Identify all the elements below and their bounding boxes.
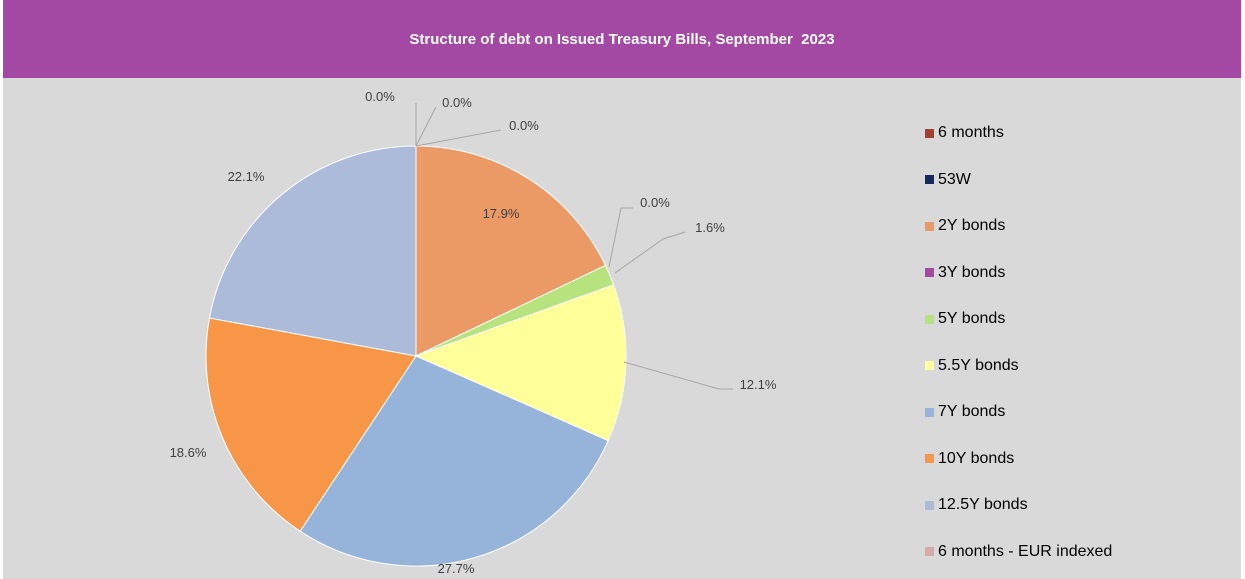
legend-swatch <box>925 547 934 557</box>
legend-item-3y-bonds: 3Y bonds <box>925 250 1225 297</box>
legend-label: 53W <box>938 170 971 188</box>
legend-swatch <box>925 314 934 324</box>
legend-item-7y-bonds: 7Y bonds <box>925 389 1225 436</box>
legend-item-10y-bonds: 10Y bonds <box>925 436 1225 483</box>
slice-7y-bonds <box>299 355 609 567</box>
legend-swatch <box>925 407 934 417</box>
legend-item-5-5y-bonds: 5.5Y bonds <box>925 343 1225 390</box>
slice-2y-bonds <box>415 145 607 357</box>
legend-label: 5Y bonds <box>938 310 1006 328</box>
legend-item-53w: 53W <box>925 157 1225 204</box>
legend-swatch <box>925 268 934 278</box>
data-label-6-months-eur-indexed: 0.0% <box>365 89 395 104</box>
pie-chart: 0.0% 0.0% 17.9% 0.0% 1.6% 12.1% 27.7% 18.6% 22.1… <box>170 89 777 576</box>
data-label-3y-bonds: 0.0% <box>640 195 670 210</box>
data-label-5y-bonds: 1.6% <box>695 220 725 235</box>
data-label-7y-bonds: 27.7% <box>438 561 475 576</box>
legend-label: 5.5Y bonds <box>938 356 1019 374</box>
leader-line-6-months <box>415 106 437 147</box>
legend-item-6-months: 6 months <box>925 110 1225 157</box>
slice-12-5y-bonds <box>208 145 417 357</box>
legend-label: 10Y bonds <box>938 449 1015 467</box>
legend-label: 3Y bonds <box>938 263 1006 281</box>
legend-item-5y-bonds: 5Y bonds <box>925 296 1225 343</box>
legend-label: 6 months <box>938 124 1004 142</box>
legend-item-12-5y-bonds: 12.5Y bonds <box>925 482 1225 529</box>
legend-swatch <box>925 361 934 371</box>
legend-label: 6 months - EUR indexed <box>938 542 1113 560</box>
data-label-2y-bonds: 17.9% <box>483 206 520 221</box>
data-label-5-5y-bonds: 12.1% <box>740 377 777 392</box>
chart-title-bar: Structure of debt on Issued Treasury Bil… <box>3 0 1241 78</box>
data-label-10y-bonds: 18.6% <box>170 445 207 460</box>
leader-line-3y-bonds <box>608 207 633 268</box>
legend-swatch <box>925 175 934 185</box>
legend-label: 7Y bonds <box>938 403 1006 421</box>
legend: 6 months 53W 2Y bonds 3Y bonds 5Y bonds 5.5Y … <box>925 110 1225 575</box>
legend-swatch <box>925 221 934 231</box>
legend-item-2y-bonds: 2Y bonds <box>925 203 1225 250</box>
slice-5-5y-bonds <box>414 284 627 442</box>
chart-title: Structure of debt on Issued Treasury Bil… <box>409 30 835 48</box>
legend-swatch <box>925 500 934 510</box>
data-label-53w: 0.0% <box>509 118 539 133</box>
chart-frame: Structure of debt on Issued Treasury Bil… <box>3 0 1241 579</box>
data-label-6-months: 0.0% <box>442 95 472 110</box>
legend-swatch <box>925 128 934 138</box>
leader-line-53w <box>415 129 502 147</box>
legend-label: 2Y bonds <box>938 217 1006 235</box>
slice-10y-bonds <box>205 317 417 532</box>
legend-swatch <box>925 454 934 464</box>
leader-line-5y-bonds <box>614 231 686 274</box>
data-label-12-5y-bonds: 22.1% <box>228 169 265 184</box>
legend-label: 12.5Y bonds <box>938 496 1028 514</box>
legend-item-6-months-eur-indexed: 6 months - EUR indexed <box>925 529 1225 576</box>
leader-line-5-5y-bonds <box>623 361 733 390</box>
